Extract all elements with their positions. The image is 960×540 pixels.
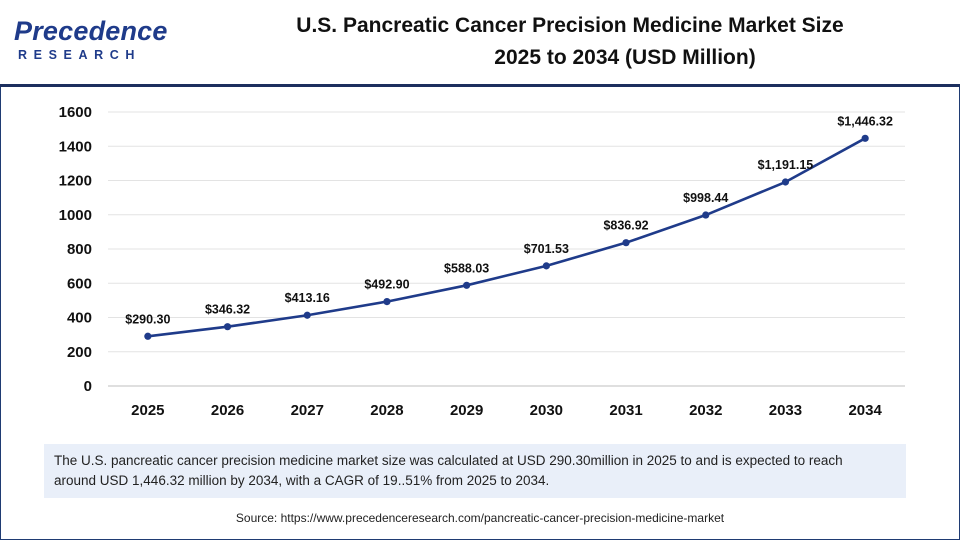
- data-point: [383, 297, 391, 306]
- data-point: [144, 332, 152, 340]
- data-label: $588.03: [444, 261, 489, 275]
- data-point: [861, 134, 869, 142]
- data-point: [542, 262, 550, 270]
- x-tick-label: 2027: [291, 402, 324, 419]
- y-tick-label: 1400: [59, 138, 92, 155]
- header-divider: [0, 84, 960, 87]
- x-tick-label: 2026: [211, 402, 244, 419]
- y-tick-label: 400: [67, 310, 92, 327]
- x-tick-label: 2033: [769, 402, 802, 419]
- title-line-2: 2025 to 2034 (USD Million): [494, 46, 756, 69]
- brand-name: Precedence: [14, 16, 168, 46]
- source-citation: Source: https://www.precedenceresearch.c…: [235, 511, 725, 525]
- y-tick-label: 600: [67, 275, 92, 292]
- brand-logo: Precedence RESEARCH: [14, 16, 167, 68]
- data-label: $1,191.15: [758, 158, 814, 172]
- data-label: $492.90: [364, 278, 409, 292]
- data-point: [622, 239, 630, 247]
- data-label: $346.32: [205, 303, 250, 317]
- y-tick-label: 800: [67, 241, 92, 258]
- data-point: [463, 281, 471, 289]
- data-point: [781, 178, 790, 186]
- line-chart: 0 200 400 600 800 1000 1200 1400 1600 2025 2026 202…: [59, 104, 905, 419]
- x-tick-label: 2030: [530, 402, 563, 419]
- data-label: $836.92: [603, 219, 648, 233]
- summary-text: The U.S. pancreatic cancer precision med…: [54, 453, 843, 488]
- x-tick-label: 2032: [689, 402, 722, 419]
- y-tick-label: 200: [67, 344, 92, 361]
- x-tick-label: 2034: [848, 402, 882, 419]
- x-tick-label: 2028: [370, 402, 403, 419]
- y-tick-label: 0: [84, 378, 92, 395]
- summary-note: The U.S. pancreatic cancer precision med…: [44, 444, 906, 498]
- series-line: [147, 137, 866, 338]
- y-tick-label: 1000: [59, 207, 92, 224]
- chart-title: U.S. Pancreatic Cancer Precision Medicin…: [200, 10, 940, 74]
- x-tick-label: 2025: [131, 402, 164, 419]
- y-tick-label: 1600: [59, 104, 92, 121]
- data-label: $998.44: [683, 191, 728, 205]
- x-tick-label: 2031: [609, 402, 642, 419]
- data-point: [702, 211, 710, 219]
- data-point: [223, 323, 232, 331]
- data-label: $701.53: [524, 242, 569, 256]
- data-label: $290.30: [125, 312, 170, 326]
- header: Precedence RESEARCH U.S. Pancreatic Canc…: [0, 0, 960, 84]
- brand-sub: RESEARCH: [18, 48, 141, 62]
- data-point: [303, 311, 311, 319]
- data-label: $413.16: [285, 291, 330, 305]
- y-tick-label: 1200: [59, 173, 92, 190]
- x-tick-label: 2029: [450, 402, 483, 419]
- data-label: $1,446.32: [837, 114, 893, 128]
- title-line-1: U.S. Pancreatic Cancer Precision Medicin…: [296, 14, 844, 37]
